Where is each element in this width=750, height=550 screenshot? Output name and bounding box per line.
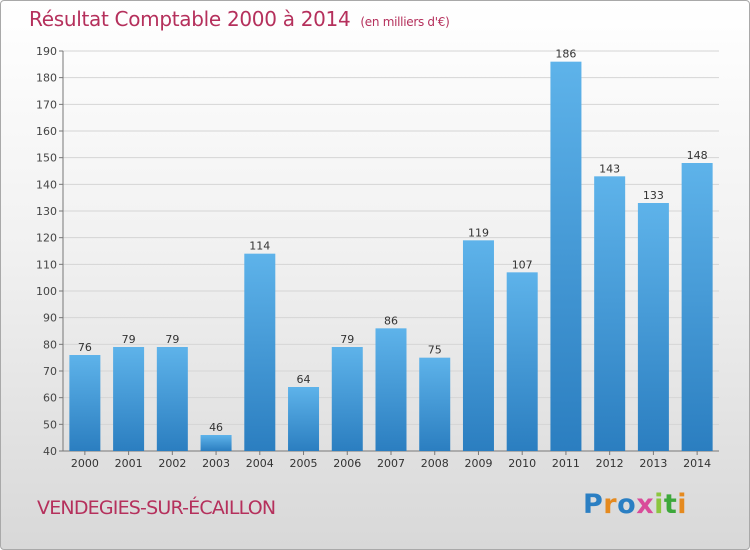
data-label: 107 [512,258,533,271]
x-tick-label: 2012 [596,457,624,470]
y-tick-label: 80 [43,338,57,351]
data-label: 79 [340,333,354,346]
x-tick-label: 2013 [639,457,667,470]
bar-2008 [419,357,451,451]
x-tick-label: 2006 [333,457,361,470]
y-tick-label: 180 [36,72,57,85]
bar-2001 [113,347,145,451]
data-label: 119 [468,226,489,239]
data-label: 86 [384,314,398,327]
y-tick-label: 190 [36,45,57,58]
bar-2014 [681,163,713,451]
chart-title: Résultat Comptable 2000 à 2014 (en millie… [29,7,450,31]
bar-2012 [594,176,626,452]
logo-letter: t [663,489,678,520]
data-label: 79 [165,333,179,346]
bar-2003 [200,435,232,451]
x-tick-label: 2004 [246,457,274,470]
data-label: 143 [599,162,620,175]
bar-2005 [288,387,320,451]
data-label: 186 [555,48,576,61]
commune-name: VENDEGIES-SUR-ÉCAILLON [37,497,276,519]
logo-letter: x [636,489,655,520]
y-tick-label: 40 [43,445,57,458]
y-tick-label: 110 [36,258,57,271]
bar-2013 [637,203,669,451]
proxiti-logo: Proxiti [583,489,687,520]
y-tick-label: 140 [36,178,57,191]
y-tick-label: 70 [43,365,57,378]
x-tick-label: 2001 [115,457,143,470]
y-tick-label: 120 [36,232,57,245]
data-label: 46 [209,421,223,434]
logo-letter: P [583,489,604,520]
bar-2011 [550,61,582,452]
y-tick-label: 160 [36,125,57,138]
data-label: 76 [78,341,92,354]
logo-letter: o [617,489,637,520]
data-label: 64 [297,373,311,386]
x-tick-label: 2008 [421,457,449,470]
data-label: 75 [428,344,442,357]
chart-title-text: Résultat Comptable 2000 à 2014 [29,7,351,31]
y-tick-label: 150 [36,152,57,165]
logo-letter: i [677,489,688,520]
y-tick-label: 90 [43,312,57,325]
y-tick-label: 130 [36,205,57,218]
data-label: 133 [643,189,664,202]
y-tick-label: 170 [36,98,57,111]
data-label: 148 [687,149,708,162]
data-label: 114 [249,240,270,253]
logo-letter: i [654,489,664,520]
x-tick-label: 2000 [71,457,99,470]
bar-2006 [331,347,363,451]
chart-unit: (en milliers d'€) [360,15,450,29]
x-tick-label: 2011 [552,457,580,470]
y-tick-label: 50 [43,418,57,431]
logo-letter: r [603,489,618,520]
x-tick-label: 2007 [377,457,405,470]
bar-2009 [462,240,494,451]
x-tick-label: 2009 [464,457,492,470]
y-tick-label: 100 [36,285,57,298]
bars [69,61,713,452]
bar-2004 [244,253,276,451]
x-tick-label: 2002 [158,457,186,470]
bar-2007 [375,328,407,451]
bar-2000 [69,355,101,451]
data-label: 79 [122,333,136,346]
x-tick-label: 2010 [508,457,536,470]
bar-2002 [156,347,188,451]
x-tick-label: 2005 [290,457,318,470]
data-labels: 76 79 79 46 114 64 79 86 75 119 107 186 143 133 148 [78,48,708,434]
x-tick-label: 2014 [683,457,711,470]
bar-2010 [506,272,538,451]
y-tick-label: 60 [43,392,57,405]
x-tick-label: 2003 [202,457,230,470]
